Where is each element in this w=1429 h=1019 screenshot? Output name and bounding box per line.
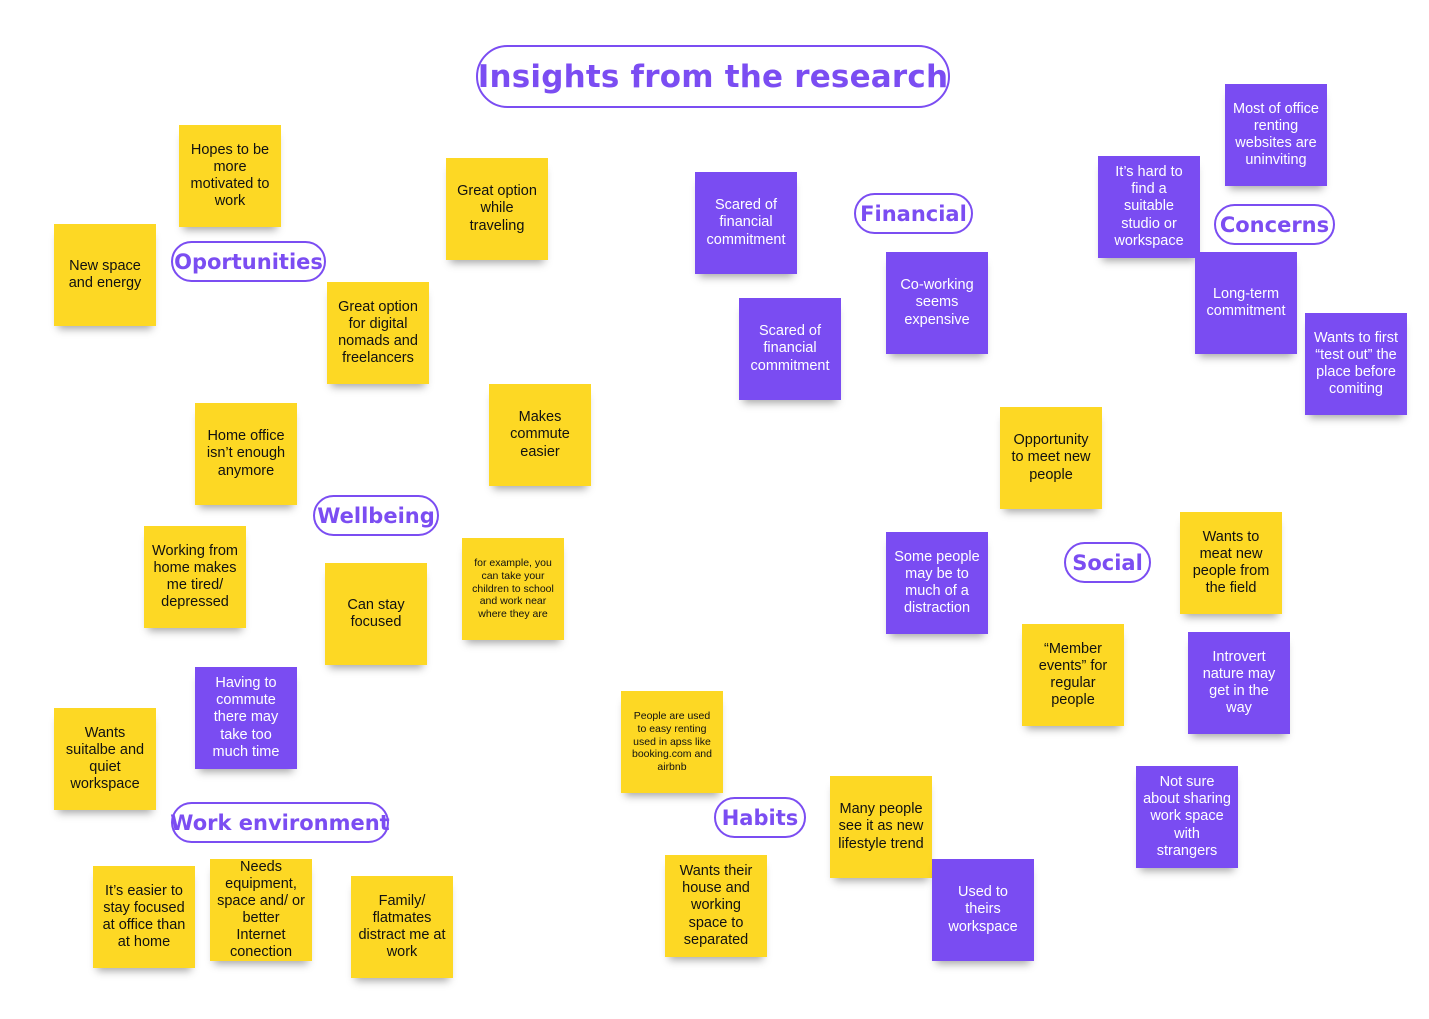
label-work-environment: Work environment [170, 802, 390, 843]
sticky-note[interactable]: Introvert nature may get in the way [1188, 632, 1290, 734]
sticky-note[interactable]: Wants to meat new people from the field [1180, 512, 1282, 614]
sticky-note[interactable]: Home office isn’t enough anymore [195, 403, 297, 505]
label-oportunities: Oportunities [171, 241, 326, 282]
label-financial: Financial [854, 193, 973, 234]
sticky-note[interactable]: for example, you can take your children … [462, 538, 564, 640]
sticky-note[interactable]: Some people may be to much of a distract… [886, 532, 988, 634]
sticky-note[interactable]: Great option while traveling [446, 158, 548, 260]
label-wellbeing: Wellbeing [313, 495, 439, 536]
sticky-note[interactable]: It’s hard to find a suitable studio or w… [1098, 156, 1200, 258]
sticky-note[interactable]: Family/ flatmates distract me at work [351, 876, 453, 978]
sticky-note[interactable]: Having to commute there may take too muc… [195, 667, 297, 769]
label-concerns: Concerns [1214, 204, 1335, 245]
label-social: Social [1064, 542, 1151, 583]
sticky-note[interactable]: It’s easier to stay focused at office th… [93, 866, 195, 968]
sticky-note[interactable]: Wants suitalbe and quiet workspace [54, 708, 156, 810]
sticky-note[interactable]: People are used to easy renting used in … [621, 691, 723, 793]
label-habits: Habits [714, 797, 806, 838]
sticky-note[interactable]: Long-term commitment [1195, 252, 1297, 354]
sticky-note[interactable]: Needs equipment, space and/ or better In… [210, 859, 312, 961]
sticky-note[interactable]: Co-working seems expensive [886, 252, 988, 354]
sticky-note[interactable]: “Member events” for regular people [1022, 624, 1124, 726]
sticky-note[interactable]: Wants their house and working space to s… [665, 855, 767, 957]
sticky-note[interactable]: Used to theirs workspace [932, 859, 1034, 961]
board-title: Insights from the research [476, 45, 950, 108]
sticky-note[interactable]: Great option for digital nomads and free… [327, 282, 429, 384]
sticky-note[interactable]: Working from home makes me tired/ depres… [144, 526, 246, 628]
sticky-note[interactable]: New space and energy [54, 224, 156, 326]
sticky-note[interactable]: Scared of financial commitment [739, 298, 841, 400]
sticky-note[interactable]: Most of office renting websites are unin… [1225, 84, 1327, 186]
sticky-note[interactable]: Wants to first “test out” the place befo… [1305, 313, 1407, 415]
sticky-note[interactable]: Opportunity to meet new people [1000, 407, 1102, 509]
sticky-note[interactable]: Many people see it as new lifestyle tren… [830, 776, 932, 878]
sticky-note[interactable]: Not sure about sharing work space with s… [1136, 766, 1238, 868]
sticky-note[interactable]: Makes commute easier [489, 384, 591, 486]
sticky-note[interactable]: Can stay focused [325, 563, 427, 665]
sticky-note[interactable]: Hopes to be more motivated to work [179, 125, 281, 227]
sticky-note[interactable]: Scared of financial commitment [695, 172, 797, 274]
